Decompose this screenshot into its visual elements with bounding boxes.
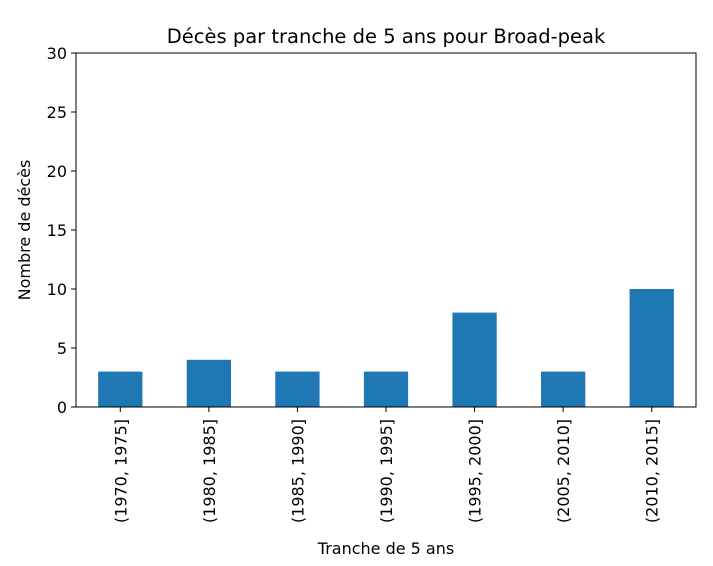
bar-0 [98, 371, 143, 407]
x-tick-label-5: (2005, 2010] [554, 419, 573, 523]
x-axis-label: Tranche de 5 ans [317, 539, 454, 558]
plot-frame [75, 52, 697, 408]
bar-2 [275, 371, 320, 407]
y-tick-label-6: 30 [47, 44, 67, 63]
x-tick-label-0: (1970, 1975] [111, 419, 130, 523]
y-tick-label-2: 10 [47, 280, 67, 299]
y-tick-label-4: 20 [47, 162, 67, 181]
bar-5 [541, 371, 586, 407]
y-tick-label-3: 15 [47, 221, 67, 240]
y-axis-ticks: 0 5 10 15 20 25 30 [47, 44, 76, 417]
y-tick-label-0: 0 [57, 398, 67, 417]
y-axis-label: Nombre de décès [15, 160, 34, 301]
x-axis-ticks: (1970, 1975] (1980, 1985] (1985, 1990] (199… [111, 407, 662, 523]
y-tick-label-1: 5 [57, 339, 67, 358]
chart-title: Décès par tranche de 5 ans pour Broad-pe… [167, 25, 606, 48]
bar-1 [186, 359, 231, 407]
x-tick-label-6: (2010, 2015] [643, 419, 662, 523]
x-tick-label-2: (1985, 1990] [288, 419, 307, 523]
bar-3 [363, 371, 409, 407]
x-tick-label-4: (1995, 2000] [466, 419, 485, 523]
bar-6 [629, 289, 674, 407]
bar-4 [452, 312, 497, 407]
bars-group [98, 289, 674, 407]
x-tick-label-3: (1990, 1995] [377, 419, 396, 523]
x-tick-label-1: (1980, 1985] [200, 419, 219, 523]
y-tick-label-5: 25 [47, 103, 67, 122]
